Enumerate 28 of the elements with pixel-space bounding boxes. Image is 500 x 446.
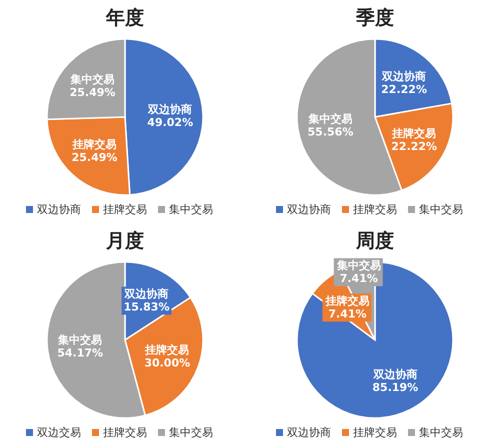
legend-label: 挂牌交易	[353, 203, 397, 216]
data-label: 双边协商 49.02%	[147, 103, 194, 130]
legend-label: 双边协商	[287, 203, 331, 216]
data-label: 集中交易 54.17%	[57, 333, 104, 360]
legend-label: 挂牌交易	[103, 426, 147, 439]
data-label: 双边协商 22.22%	[381, 70, 427, 96]
legend-label: 挂牌交易	[353, 426, 397, 439]
data-label: 集中交易 7.41%	[336, 259, 381, 286]
chart-title: 季度	[355, 7, 394, 29]
data-label: 集中交易 55.56%	[307, 112, 354, 138]
data-label: 挂牌交易 22.22%	[391, 127, 438, 154]
chart-title: 月度	[105, 230, 144, 252]
legend-label: 集中交易	[169, 203, 213, 216]
legend-label: 双边协商	[37, 203, 81, 216]
data-label: 双边协商 15.83%	[124, 288, 170, 314]
legend-label: 集中交易	[169, 426, 213, 439]
data-label: 挂牌交易 25.49%	[72, 138, 118, 164]
data-label: 集中交易 25.49%	[70, 73, 116, 100]
data-label: 挂牌交易 30.00%	[144, 344, 190, 370]
legend-label: 集中交易	[419, 426, 463, 439]
chart-title: 年度	[105, 7, 144, 29]
legend-label: 双边协商	[287, 426, 331, 439]
legend-label: 挂牌交易	[103, 203, 147, 216]
data-label: 双边协商 85.19%	[372, 368, 418, 394]
legend-label: 双边交易	[37, 426, 81, 439]
data-label: 挂牌交易 7.41%	[324, 294, 370, 321]
legend-label: 集中交易	[419, 203, 463, 216]
chart-title: 周度	[355, 230, 394, 252]
